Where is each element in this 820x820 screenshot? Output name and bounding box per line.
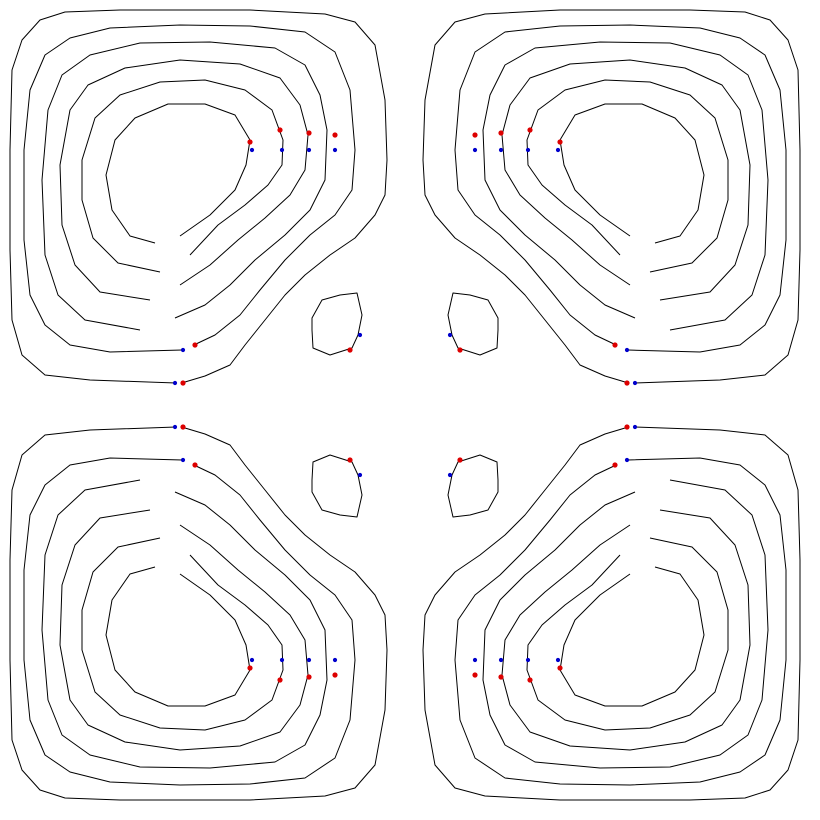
contour-line-6: [559, 566, 705, 707]
contour-end-marker-blue: [472, 147, 478, 153]
contour-line-3: [482, 479, 769, 769]
contour-end-marker-blue: [472, 657, 478, 663]
contour-end-marker-red: [612, 342, 618, 348]
contour-end-marker-red: [527, 677, 533, 683]
contour-end-marker-red: [247, 665, 253, 671]
contour-end-marker-blue: [632, 380, 638, 386]
contour-end-marker-red: [332, 132, 338, 138]
contour-end-marker-red: [277, 677, 283, 683]
contour-end-marker-red: [192, 342, 198, 348]
quadrant-bottom-left: [9, 424, 388, 801]
contour-line-3: [41, 41, 328, 331]
contour-end-marker-red: [192, 462, 198, 468]
contour-line-1: [9, 426, 388, 801]
contour-end-marker-red: [612, 462, 618, 468]
contour-line-4: [501, 509, 751, 751]
contour-end-marker-blue: [498, 147, 504, 153]
contour-line-3: [482, 41, 769, 331]
contour-end-marker-blue: [624, 347, 630, 353]
contour-end-marker-blue: [525, 147, 531, 153]
contour-line-5: [526, 79, 729, 273]
contour-end-marker-red: [472, 672, 478, 678]
contour-end-marker-blue: [249, 657, 255, 663]
contour-end-marker-blue: [447, 472, 453, 478]
contour-line-4: [59, 509, 309, 751]
contour-line-5: [526, 537, 729, 731]
quadrant-bottom-right: [422, 424, 801, 801]
contour-end-marker-blue: [249, 147, 255, 153]
small-closed-contour: [311, 292, 363, 356]
contour-end-marker-blue: [180, 457, 186, 463]
contour-end-marker-blue: [180, 347, 186, 353]
small-closed-contour: [447, 292, 499, 356]
contour-end-marker-red: [180, 380, 186, 386]
contour-line-6: [105, 566, 251, 707]
contour-end-marker-red: [498, 674, 504, 680]
contour-end-marker-red: [332, 672, 338, 678]
contour-end-marker-red: [306, 674, 312, 680]
contour-end-marker-blue: [555, 147, 561, 153]
contour-line-6: [559, 103, 705, 244]
contour-line-1: [422, 426, 801, 801]
contour-end-marker-red: [624, 380, 630, 386]
contour-line-2: [23, 24, 356, 353]
contour-end-marker-blue: [498, 657, 504, 663]
contour-line-3: [41, 479, 328, 769]
contour-end-marker-blue: [332, 657, 338, 663]
contour-end-marker-blue: [172, 380, 178, 386]
contour-line-5: [81, 79, 284, 273]
contour-end-marker-blue: [306, 147, 312, 153]
contour-end-marker-red: [624, 424, 630, 430]
contour-end-marker-red: [527, 127, 533, 133]
contour-line-4: [59, 59, 309, 301]
contour-end-marker-blue: [332, 147, 338, 153]
contour-end-marker-blue: [306, 657, 312, 663]
contour-line-2: [23, 457, 356, 786]
contour-line-5: [81, 537, 284, 731]
contour-end-marker-red: [277, 127, 283, 133]
contour-end-marker-red: [180, 424, 186, 430]
small-closed-contour: [311, 454, 363, 518]
contour-end-marker-red: [498, 130, 504, 136]
contour-line-4: [501, 59, 751, 301]
contour-end-marker-blue: [172, 424, 178, 430]
contour-end-marker-red: [247, 139, 253, 145]
contour-line-1: [9, 9, 388, 384]
contour-end-marker-blue: [357, 332, 363, 338]
contour-line-2: [454, 457, 787, 786]
contour-end-marker-red: [347, 347, 353, 353]
contour-end-marker-red: [306, 130, 312, 136]
contour-end-marker-red: [457, 457, 463, 463]
contour-end-marker-red: [557, 665, 563, 671]
contour-end-marker-blue: [632, 424, 638, 430]
contour-end-marker-red: [347, 457, 353, 463]
contour-line-6: [105, 103, 251, 244]
contour-end-marker-blue: [447, 332, 453, 338]
contour-end-marker-blue: [555, 657, 561, 663]
contour-end-marker-blue: [279, 147, 285, 153]
contour-end-marker-blue: [624, 457, 630, 463]
contour-end-marker-red: [457, 347, 463, 353]
contour-end-marker-red: [472, 132, 478, 138]
contour-end-marker-blue: [357, 472, 363, 478]
quadrant-top-right: [422, 9, 801, 386]
quadrant-top-left: [9, 9, 388, 386]
contour-end-marker-blue: [279, 657, 285, 663]
contour-end-marker-red: [557, 139, 563, 145]
contour-end-marker-blue: [525, 657, 531, 663]
quadrant-layer: [9, 9, 801, 801]
contour-line-1: [422, 9, 801, 384]
small-closed-contour: [447, 454, 499, 518]
contour-line-2: [454, 24, 787, 353]
